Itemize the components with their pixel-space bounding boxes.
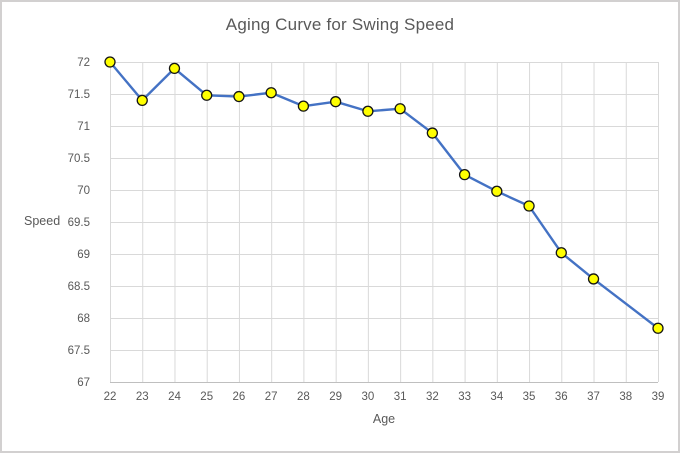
y-tick-label: 71.5 [68,89,90,101]
data-point-marker [265,87,277,99]
data-point-marker [168,62,181,75]
data-point-marker [362,105,374,117]
y-tick-label: 69.5 [68,217,90,229]
x-tick-label: 36 [555,391,568,403]
data-point-marker [523,200,535,212]
y-tick-label: 68.5 [68,281,90,293]
y-tick-label: 68 [77,313,90,325]
data-point-marker [329,96,342,108]
data-point-marker [233,90,245,103]
y-tick-label: 67.5 [68,345,90,357]
data-point-marker [136,94,148,107]
x-tick-label: 26 [233,391,246,403]
data-point-marker [426,127,439,139]
x-tick-label: 32 [426,391,439,403]
y-tick-label: 70.5 [68,153,90,165]
x-tick-label: 23 [136,391,149,403]
x-tick-label: 30 [361,391,374,403]
data-point-marker [394,103,406,115]
y-axis-title: Speed [24,214,61,228]
y-tick-label: 69 [77,249,90,261]
x-tick-label: 22 [104,391,117,403]
x-axis-title: Age [372,412,396,426]
data-point-marker [491,185,503,197]
x-tick-label: 27 [265,391,278,403]
series-line [108,60,660,330]
x-tick-label: 31 [394,391,407,403]
x-tick-label: 35 [523,391,536,403]
data-point-marker [555,247,567,259]
y-tick-label: 72 [77,57,90,69]
data-point-marker [201,89,213,101]
data-point-marker [104,56,116,68]
x-tick-label: 38 [619,391,632,403]
x-tick-label: 29 [329,391,342,403]
y-tick-label: 70 [77,185,90,197]
y-tick-label: 71 [77,121,90,133]
x-tick-label: 24 [168,391,181,403]
x-tick-label: 25 [200,391,213,403]
data-point-marker [587,273,600,285]
x-tick-label: 28 [297,391,310,403]
data-point-marker [652,322,664,334]
x-tick-label: 33 [458,391,471,403]
data-point-marker [458,168,471,181]
data-point-marker [297,100,310,112]
chart-title: Aging Curve for Swing Speed [225,15,455,34]
x-tick-label: 34 [490,391,503,403]
y-tick-label: 67 [77,377,90,389]
x-tick-label: 39 [652,391,665,403]
x-tick-label: 37 [587,391,600,403]
